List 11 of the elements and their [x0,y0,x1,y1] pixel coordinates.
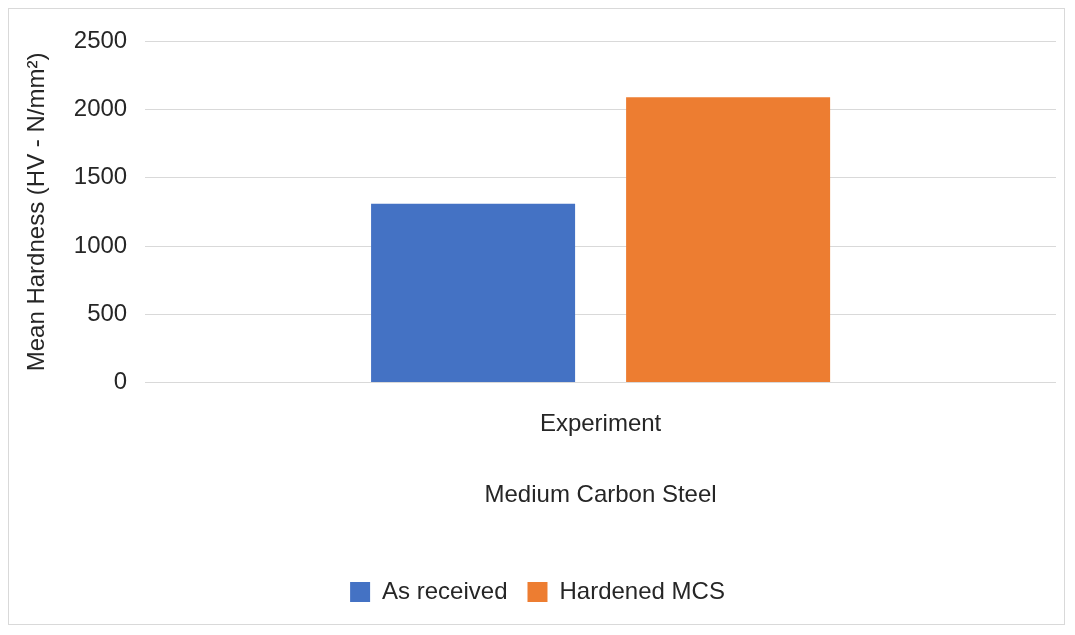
y-axis-title: Mean Hardness (HV - N/mm²) [22,52,50,372]
y-tick-label: 2500 [73,26,128,54]
x-axis-title: Medium Carbon Steel [484,480,717,508]
y-tick-label: 1500 [73,162,128,190]
y-tick-label: 0 [113,367,128,395]
y-tick-label: 500 [87,298,128,326]
x-tick-label: Experiment [539,409,662,437]
y-tick-label: 2000 [73,94,128,122]
legend-label: Hardened MCS [559,576,725,604]
y-tick-label: 1000 [73,230,128,258]
legend-label: As received [382,576,508,604]
